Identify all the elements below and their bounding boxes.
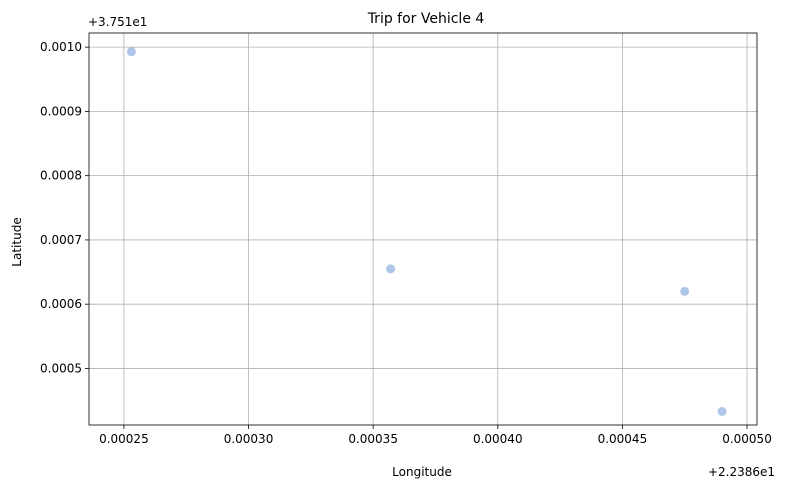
x-axis-label: Longitude: [392, 465, 452, 479]
plot-frame: [88, 32, 758, 426]
data-point: [126, 47, 136, 57]
data-point: [717, 407, 727, 417]
y-tick-label: 0.0007: [40, 233, 82, 247]
y-axis-label: Latitude: [10, 217, 24, 266]
grid-lines: [89, 33, 757, 425]
x-tick-label: 0.00030: [224, 432, 274, 446]
data-points: [126, 47, 727, 417]
x-tick-label: 0.00025: [99, 432, 149, 446]
y-axis-offset-label: +3.751e1: [88, 15, 147, 29]
data-point: [386, 264, 396, 274]
x-axis-offset-label: +2.2386e1: [708, 465, 775, 479]
y-tick-label: 0.0006: [40, 297, 82, 311]
y-tick-label: 0.0009: [40, 104, 82, 118]
x-tick-label: 0.00050: [722, 432, 772, 446]
chart-title: Trip for Vehicle 4: [367, 11, 485, 27]
data-point: [680, 286, 690, 296]
y-tick-label: 0.0010: [40, 40, 82, 54]
axis-ticks: 0.00025 0.00030 0.00035 0.00040 0.00045 0.000…: [40, 40, 772, 446]
y-tick-label: 0.0008: [40, 169, 82, 183]
x-tick-label: 0.00045: [598, 432, 648, 446]
x-tick-label: 0.00035: [348, 432, 398, 446]
y-tick-label: 0.0005: [40, 361, 82, 375]
x-tick-label: 0.00040: [473, 432, 523, 446]
